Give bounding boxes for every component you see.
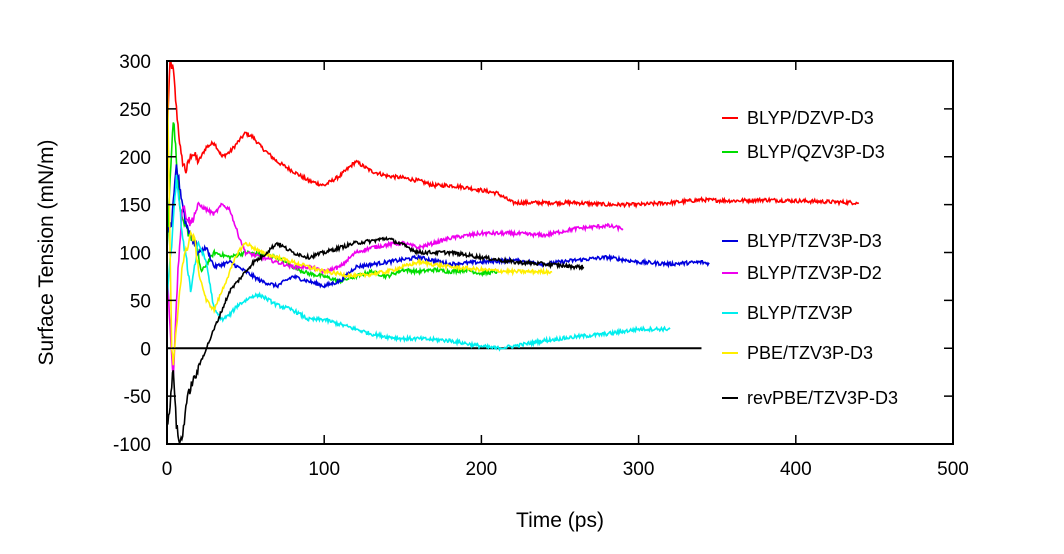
x-tick-label: 400: [780, 459, 812, 480]
series-layer: [167, 61, 860, 444]
y-tick-label: 100: [119, 244, 151, 265]
legend-item: BLYP/TZV3P-D3: [722, 231, 882, 251]
y-tick-label: 200: [119, 148, 151, 169]
series-line-4: [167, 175, 671, 352]
series-line-2: [167, 164, 710, 289]
legend-label: BLYP/QZV3P-D3: [747, 142, 885, 162]
legend-label: BLYP/TZV3P-D2: [747, 263, 882, 283]
legend-label: BLYP/TZV3P-D3: [747, 231, 882, 251]
y-tick-label: -50: [124, 387, 151, 408]
tick-layer: 0 100 200 300 400 500300250200150100500-50-10…: [113, 52, 969, 480]
x-axis-title: Time (ps): [516, 509, 604, 532]
legend: BLYP/DZVP-D3 BLYP/QZV3P-D3 BLYP/TZV3P-D3 BL…: [722, 108, 898, 408]
y-tick-label: 300: [119, 52, 151, 73]
series-line-0: [167, 61, 860, 209]
x-tick-label: 100: [308, 459, 340, 480]
legend-item: revPBE/TZV3P-D3: [722, 388, 898, 408]
series-line-6: [167, 235, 585, 444]
legend-label: PBE/TZV3P-D3: [747, 343, 873, 363]
legend-label: BLYP/TZV3P: [747, 303, 853, 323]
legend-item: BLYP/TZV3P-D2: [722, 263, 882, 283]
x-tick-label: 500: [937, 459, 969, 480]
y-axis-title: Surface Tension (mN/m): [35, 139, 58, 365]
series-line-3: [167, 201, 624, 377]
legend-item: BLYP/DZVP-D3: [722, 108, 874, 128]
legend-item: BLYP/QZV3P-D3: [722, 142, 885, 162]
series-line-5: [167, 63, 553, 366]
legend-item: BLYP/TZV3P: [722, 303, 853, 323]
series-line-1: [167, 122, 498, 285]
legend-item: PBE/TZV3P-D3: [722, 343, 873, 363]
y-tick-label: 250: [119, 100, 151, 121]
x-tick-label: 0: [162, 459, 173, 480]
x-tick-label: 300: [623, 459, 655, 480]
y-tick-label: 50: [130, 291, 151, 312]
y-tick-label: 0: [140, 339, 151, 360]
y-tick-label: 150: [119, 196, 151, 217]
legend-label: revPBE/TZV3P-D3: [747, 388, 898, 408]
legend-label: BLYP/DZVP-D3: [747, 108, 874, 128]
x-tick-label: 200: [466, 459, 498, 480]
y-tick-label: -100: [113, 435, 151, 456]
